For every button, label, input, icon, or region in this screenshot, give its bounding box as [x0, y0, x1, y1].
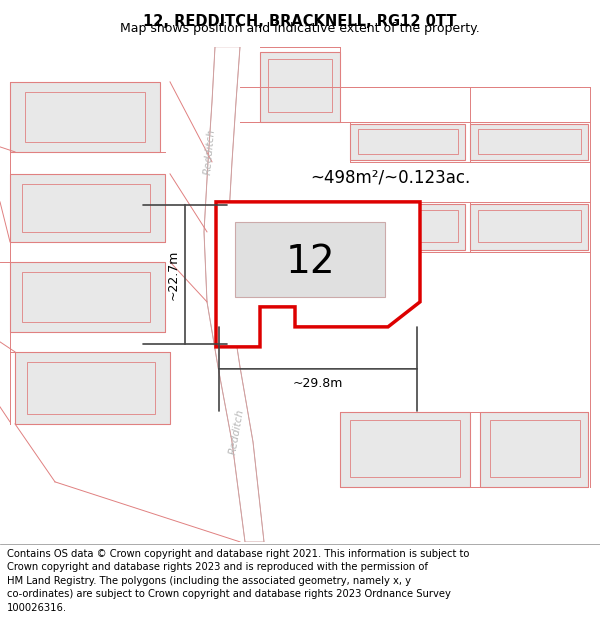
- Polygon shape: [470, 204, 588, 250]
- Text: Redditch: Redditch: [203, 128, 217, 176]
- Polygon shape: [480, 412, 588, 487]
- Polygon shape: [204, 47, 264, 542]
- Text: Redditch: Redditch: [228, 408, 246, 456]
- Polygon shape: [490, 420, 580, 477]
- Polygon shape: [340, 412, 470, 487]
- Polygon shape: [27, 362, 155, 414]
- Polygon shape: [25, 92, 145, 142]
- Text: Map shows position and indicative extent of the property.: Map shows position and indicative extent…: [120, 22, 480, 35]
- Polygon shape: [15, 352, 170, 424]
- Polygon shape: [478, 210, 581, 242]
- Polygon shape: [22, 272, 150, 322]
- Polygon shape: [10, 174, 165, 242]
- Polygon shape: [470, 124, 588, 160]
- Polygon shape: [10, 262, 165, 332]
- Polygon shape: [216, 202, 420, 347]
- Text: 12, REDDITCH, BRACKNELL, RG12 0TT: 12, REDDITCH, BRACKNELL, RG12 0TT: [143, 14, 457, 29]
- Polygon shape: [478, 129, 581, 154]
- Polygon shape: [268, 59, 332, 112]
- Polygon shape: [358, 129, 458, 154]
- Polygon shape: [350, 124, 465, 160]
- Polygon shape: [10, 82, 160, 152]
- Polygon shape: [235, 222, 385, 297]
- Polygon shape: [260, 52, 340, 122]
- Text: ~22.7m: ~22.7m: [167, 249, 180, 299]
- Text: Contains OS data © Crown copyright and database right 2021. This information is : Contains OS data © Crown copyright and d…: [7, 549, 470, 613]
- Polygon shape: [358, 210, 458, 242]
- Polygon shape: [350, 420, 460, 477]
- Polygon shape: [350, 204, 465, 250]
- Text: ~498m²/~0.123ac.: ~498m²/~0.123ac.: [310, 169, 470, 187]
- Text: 12: 12: [285, 243, 335, 281]
- Polygon shape: [22, 184, 150, 232]
- Text: ~29.8m: ~29.8m: [293, 377, 343, 390]
